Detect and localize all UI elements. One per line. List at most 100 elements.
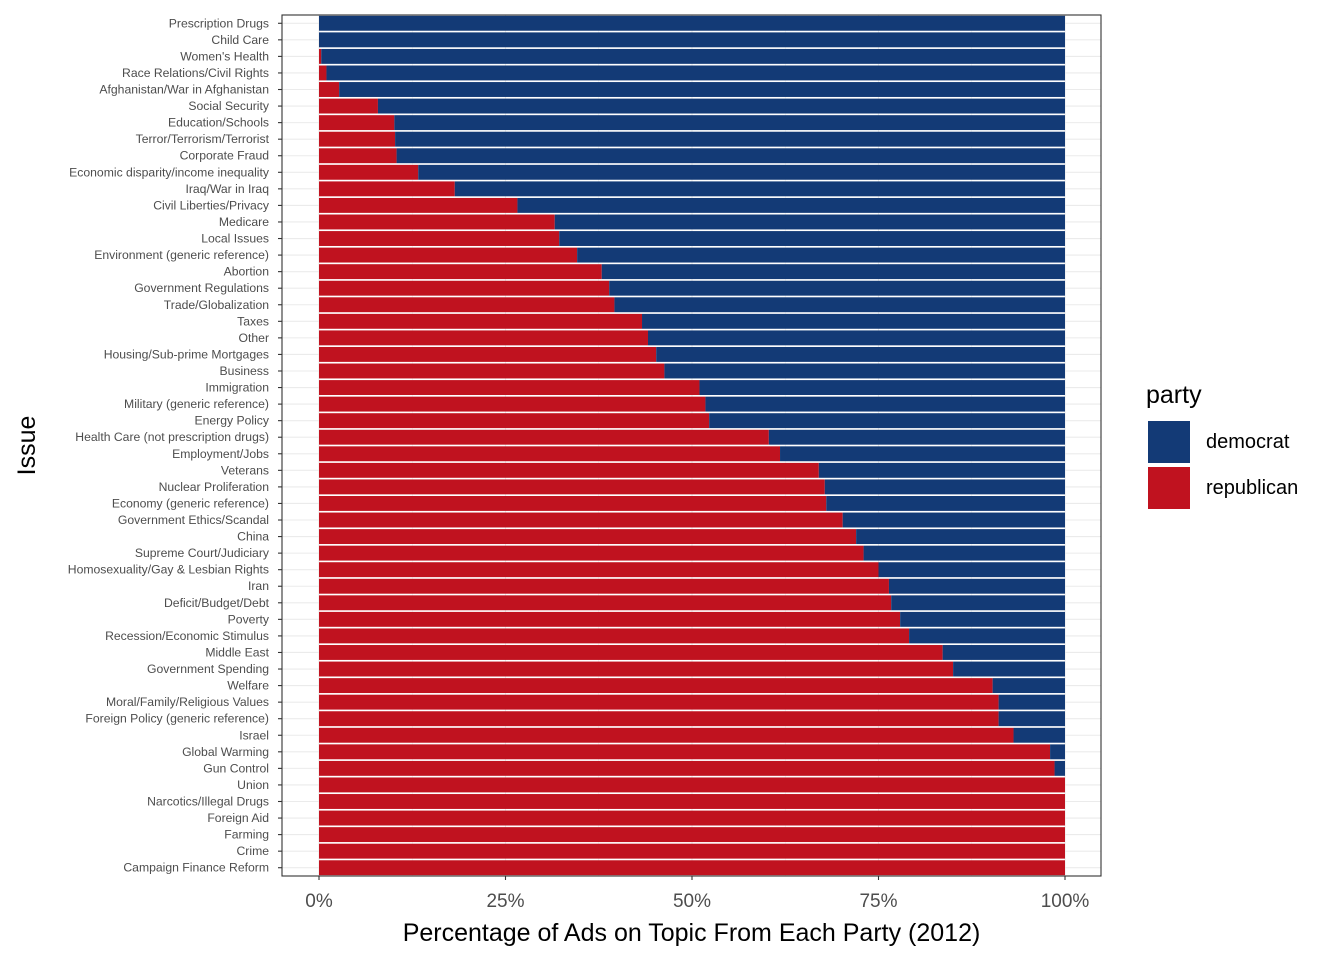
bar-democrat bbox=[998, 694, 1065, 710]
y-tick-label: Foreign Aid bbox=[207, 811, 269, 825]
bar-republican bbox=[319, 760, 1055, 776]
y-tick-label: Afghanistan/War in Afghanistan bbox=[99, 83, 269, 97]
bar-democrat bbox=[559, 231, 1065, 246]
y-tick-label: Iraq/War in Iraq bbox=[185, 182, 269, 196]
bar-democrat bbox=[856, 529, 1065, 545]
y-tick-label: Medicare bbox=[219, 215, 269, 229]
bar-democrat bbox=[554, 214, 1065, 230]
bar-democrat bbox=[517, 197, 1065, 213]
bar-democrat bbox=[942, 645, 1065, 660]
legend-key-democrat bbox=[1148, 421, 1190, 463]
bar-republican bbox=[319, 595, 892, 611]
x-axis-title: Percentage of Ads on Topic From Each Par… bbox=[403, 919, 981, 947]
bar-democrat bbox=[826, 496, 1065, 511]
bar-republican bbox=[319, 860, 1065, 876]
legend-label-democrat: democrat bbox=[1206, 431, 1290, 453]
bar-republican bbox=[319, 98, 378, 114]
bar-republican bbox=[319, 611, 901, 627]
y-tick-label: Farming bbox=[224, 828, 269, 842]
y-axis-title: Issue bbox=[13, 416, 41, 476]
y-tick-label: Economy (generic reference) bbox=[112, 496, 269, 510]
y-tick-label: Social Security bbox=[188, 99, 270, 113]
bar-democrat bbox=[319, 15, 1065, 31]
bar-republican bbox=[319, 578, 889, 594]
bar-republican bbox=[319, 363, 665, 379]
y-tick-label: Crime bbox=[237, 844, 270, 858]
y-tick-label: Deficit/Budget/Debt bbox=[164, 596, 270, 610]
y-tick-label: Campaign Finance Reform bbox=[123, 861, 269, 875]
bar-democrat bbox=[998, 711, 1065, 727]
x-tick-label: 100% bbox=[1041, 891, 1090, 912]
bar-democrat bbox=[396, 148, 1066, 164]
y-tick-label: Welfare bbox=[227, 679, 269, 693]
legend-label-republican: republican bbox=[1206, 477, 1298, 499]
bar-democrat bbox=[664, 363, 1065, 379]
bar-democrat bbox=[656, 346, 1065, 362]
y-tick-label: Terror/Terrorism/Terrorist bbox=[136, 132, 270, 146]
bar-republican bbox=[319, 628, 910, 644]
bar-democrat bbox=[377, 98, 1066, 114]
x-axis: 0% 25% 50% 75% 100% bbox=[305, 876, 1089, 912]
bar-republican bbox=[319, 214, 555, 230]
y-tick-label: Taxes bbox=[237, 314, 269, 328]
bar-republican bbox=[319, 396, 706, 412]
y-tick-label: Health Care (not prescription drugs) bbox=[75, 430, 269, 444]
bar-democrat bbox=[780, 446, 1065, 462]
legend-key-republican bbox=[1148, 467, 1190, 509]
bar-republican bbox=[319, 82, 340, 97]
y-tick-label: Iran bbox=[248, 579, 269, 593]
y-tick-label: Trade/Globalization bbox=[164, 298, 269, 312]
bar-republican bbox=[319, 313, 643, 329]
bar-democrat bbox=[953, 661, 1065, 677]
bar-democrat bbox=[878, 562, 1065, 578]
bar-republican bbox=[319, 678, 993, 694]
y-tick-label: Energy Policy bbox=[194, 414, 269, 428]
bar-republican bbox=[319, 413, 710, 429]
y-tick-label: Government Ethics/Scandal bbox=[118, 513, 269, 527]
bar-democrat bbox=[601, 264, 1065, 280]
bar-republican bbox=[319, 330, 648, 346]
y-tick-label: Housing/Sub-prime Mortgages bbox=[104, 347, 269, 361]
bar-republican bbox=[319, 65, 327, 81]
bar-republican bbox=[319, 264, 602, 280]
y-tick-label: Abortion bbox=[224, 265, 269, 279]
bar-republican bbox=[319, 181, 455, 197]
y-tick-label: Foreign Policy (generic reference) bbox=[85, 712, 269, 726]
bar-republican bbox=[319, 131, 396, 147]
bar-republican bbox=[319, 297, 615, 313]
y-tick-label: Middle East bbox=[205, 645, 269, 659]
bar-democrat bbox=[709, 413, 1065, 429]
bar-republican bbox=[319, 529, 857, 545]
y-tick-label: Government Regulations bbox=[134, 281, 269, 295]
y-tick-label: Veterans bbox=[221, 463, 269, 477]
y-tick-label: Environment (generic reference) bbox=[94, 248, 269, 262]
bar-democrat bbox=[768, 429, 1065, 445]
y-tick-label: Israel bbox=[239, 728, 269, 742]
y-tick-label: Prescription Drugs bbox=[169, 16, 269, 30]
bar-democrat bbox=[614, 297, 1065, 313]
y-tick-label: China bbox=[237, 530, 269, 544]
y-tick-label: Child Care bbox=[211, 33, 269, 47]
x-tick-label: 0% bbox=[305, 891, 333, 912]
bar-democrat bbox=[888, 578, 1065, 594]
bar-democrat bbox=[891, 595, 1065, 611]
y-tick-label: Recession/Economic Stimulus bbox=[105, 629, 269, 643]
y-tick-label: Economic disparity/income inequality bbox=[69, 165, 270, 179]
bar-democrat bbox=[818, 462, 1065, 478]
x-tick-label: 50% bbox=[673, 891, 711, 912]
bar-republican bbox=[319, 346, 657, 362]
bar-democrat bbox=[842, 512, 1065, 528]
bar-republican bbox=[319, 231, 560, 246]
bar-republican bbox=[319, 694, 999, 710]
bar-democrat bbox=[863, 545, 1065, 561]
bar-republican bbox=[319, 562, 879, 578]
bar-republican bbox=[319, 280, 610, 296]
y-tick-label: Nuclear Proliferation bbox=[159, 480, 269, 494]
y-tick-label: Gun Control bbox=[203, 761, 269, 775]
bar-republican bbox=[319, 197, 518, 213]
bar-democrat bbox=[1054, 760, 1065, 776]
y-tick-label: Local Issues bbox=[201, 232, 269, 246]
bar-republican bbox=[319, 545, 864, 561]
y-tick-label: Business bbox=[220, 364, 269, 378]
legend: party democrat republican bbox=[1146, 381, 1298, 509]
